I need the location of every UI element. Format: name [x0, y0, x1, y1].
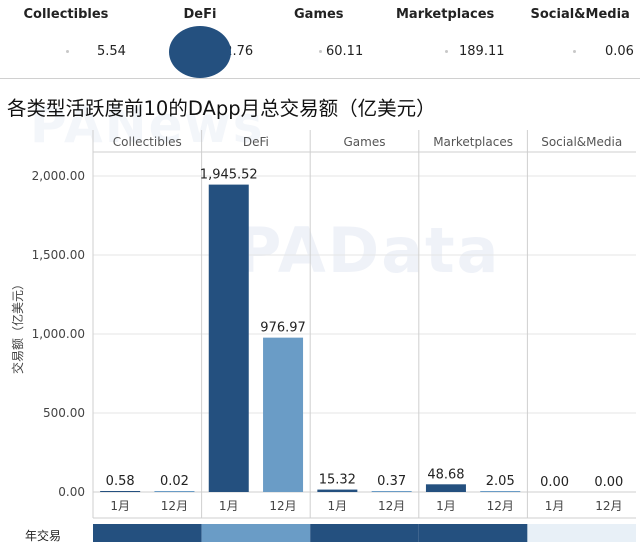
y-tick-label: 0.00 [58, 485, 85, 499]
top-header-defi: DeFi [183, 7, 217, 22]
bar-data-label: 48.68 [427, 467, 464, 482]
top-header-marketplaces: Marketplaces [396, 7, 495, 22]
y-axis-title: 交易额（亿美元） [10, 278, 25, 374]
month-tick-label: 1月 [110, 499, 130, 513]
bottom-row-label: 年交易 [25, 528, 61, 542]
top-value-socialmedia: 0.06 [605, 44, 634, 59]
bar-data-label: 0.02 [160, 474, 189, 489]
defi-bubble [169, 26, 231, 78]
chart-title: 各类型活跃度前10的DApp月总交易额（亿美元） [7, 97, 436, 120]
bottom-band-cell [418, 524, 528, 542]
bottom-band-cell [201, 524, 311, 542]
watermark-padata: PAData [236, 214, 501, 287]
bar [208, 184, 249, 492]
top-value-games: 60.11 [326, 44, 364, 59]
bar [371, 491, 412, 492]
panel-header-socialmedia: Social&Media [541, 135, 622, 149]
top-header-socialmedia: Social&Media [530, 7, 630, 22]
month-tick-label: 12月 [487, 499, 514, 513]
panel-header-defi: DeFi [243, 135, 269, 149]
bottom-band-cell [93, 524, 202, 542]
panel-header-marketplaces: Marketplaces [433, 135, 513, 149]
month-tick-label: 1月 [545, 499, 565, 513]
top-value-collectibles: 5.54 [97, 44, 126, 59]
bottom-band-cell [310, 524, 419, 542]
top-dot [573, 50, 576, 53]
y-tick-label: 500.00 [43, 406, 85, 420]
bar-data-label: 2.05 [486, 474, 515, 489]
bar-data-label: 0.00 [594, 475, 623, 490]
bar-data-label: 15.32 [319, 473, 356, 488]
month-tick-label: 12月 [161, 499, 188, 513]
month-tick-label: 12月 [378, 499, 405, 513]
month-tick-label: 12月 [269, 499, 296, 513]
top-header-games: Games [294, 7, 344, 22]
bar [425, 484, 466, 492]
top-dot [66, 50, 69, 53]
watermark-panews: PANews [30, 96, 265, 154]
bar-data-label: 0.00 [540, 475, 569, 490]
month-tick-label: 1月 [328, 499, 348, 513]
bar-data-label: 1,945.52 [200, 168, 258, 183]
y-tick-label: 2,000.00 [32, 169, 85, 183]
panel-header-games: Games [344, 135, 386, 149]
bar-data-label: 0.37 [377, 474, 406, 489]
month-tick-label: 1月 [219, 499, 239, 513]
top-header-collectibles: Collectibles [23, 7, 109, 22]
top-dot [319, 50, 322, 53]
bottom-band-cell [527, 524, 636, 542]
month-tick-label: 1月 [436, 499, 456, 513]
bar [480, 491, 521, 492]
month-tick-label: 12月 [595, 499, 622, 513]
panel-header-collectibles: Collectibles [113, 135, 182, 149]
top-value-marketplaces: 189.11 [459, 44, 505, 59]
bar [100, 491, 141, 492]
y-tick-label: 1,500.00 [32, 248, 85, 262]
top-divider [0, 78, 640, 79]
bar-data-label: 976.97 [260, 321, 306, 336]
y-tick-label: 1,000.00 [32, 327, 85, 341]
bar [317, 489, 358, 492]
bar [263, 337, 304, 492]
bar-data-label: 0.58 [106, 474, 135, 489]
top-dot [445, 50, 448, 53]
bar [154, 491, 195, 492]
